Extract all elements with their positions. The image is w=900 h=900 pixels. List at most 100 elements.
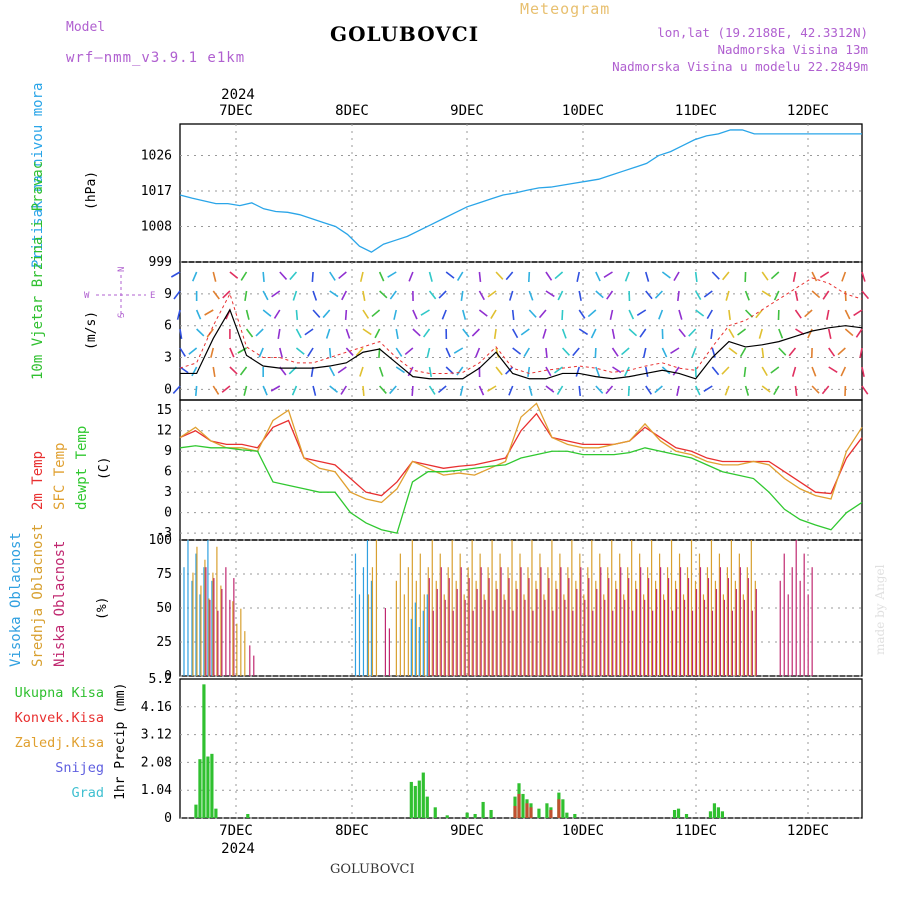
wind-arrow: [721, 366, 730, 375]
wind-arrow: [505, 271, 514, 281]
y-tick-label: 9: [164, 444, 172, 459]
wind-arrow: [512, 347, 522, 355]
wind-arrow: [474, 347, 481, 358]
wind-arrow: [471, 328, 480, 337]
precip-bar-total: [433, 807, 437, 818]
wind-arrow: [312, 290, 318, 301]
temp-label-sfc: SFC Temp: [52, 443, 68, 510]
wind-arrow: [770, 366, 780, 374]
wind-arrow: [661, 271, 671, 279]
wind-arrow: [728, 328, 735, 339]
wind-arrow: [329, 290, 339, 298]
wind-arrow: [804, 309, 813, 318]
wind-arrow: [262, 290, 269, 301]
temp-label-2m: 2m Temp: [30, 451, 46, 510]
wind-arrow: [362, 290, 366, 301]
wind-arrow: [291, 385, 298, 396]
y-tick-label: 1008: [141, 220, 172, 235]
wind-arrow: [311, 271, 314, 283]
wind-arrow: [173, 290, 181, 300]
wind-ylabel: 10m Vjetar Brzina i Pravac: [30, 161, 46, 380]
top-day-label: 11DEC: [675, 103, 717, 119]
top-day-label: 12DEC: [787, 103, 829, 119]
model-name: wrf—nmm_v3.9.1 e1km: [66, 50, 246, 66]
wind-arrow: [441, 309, 447, 320]
wind-arrow: [355, 347, 364, 357]
wind-arrow: [807, 328, 813, 339]
wind-arrow: [478, 290, 485, 301]
wind-arrow: [811, 385, 820, 394]
wind-arrow: [703, 385, 713, 392]
y-tick-label: 1.04: [141, 783, 172, 798]
wind-arrow: [821, 385, 830, 395]
bottom-day-label: 9DEC: [450, 823, 484, 839]
wind-arrow: [528, 385, 533, 396]
y-tick-label: 75: [156, 567, 172, 582]
precip-bar-total: [561, 799, 565, 818]
wind-arrow: [243, 385, 248, 396]
wind-arrow: [237, 347, 247, 354]
wind-arrow: [794, 290, 799, 301]
wind-arrow: [561, 328, 567, 339]
wind-arrow: [703, 290, 713, 298]
wind-arrow: [575, 366, 580, 377]
wind-arrow: [778, 347, 787, 356]
wind-arrow: [490, 309, 497, 319]
wind-arrow: [295, 347, 305, 355]
wind-arrow: [487, 290, 497, 298]
pressure-line: [179, 129, 862, 253]
wind-arrow: [341, 290, 348, 301]
y-tick-label: 25: [156, 635, 172, 650]
precip-bar-total: [246, 813, 250, 818]
precip-bar-total: [489, 809, 493, 818]
wind-arrow: [362, 328, 372, 336]
wind-arrow: [578, 290, 582, 301]
precip-bar-total: [545, 803, 549, 818]
wind-arrow: [229, 347, 235, 358]
precip-bar-total: [521, 793, 525, 818]
wind-arrow: [511, 309, 515, 321]
precip-bar-total: [720, 811, 725, 818]
precip-bar-total: [573, 813, 577, 818]
wind-arrow: [437, 385, 447, 394]
elevation-label: Nadmorska Visina 13m: [717, 42, 868, 57]
y-tick-label: 12: [156, 424, 172, 439]
precip-bar-total: [712, 803, 717, 818]
wind-arrow: [578, 385, 582, 397]
page-title: GOLUBOVCI: [330, 22, 480, 46]
wind-arrow: [595, 271, 601, 282]
wind-arrow: [462, 328, 470, 338]
y-tick-label: 999: [149, 255, 172, 270]
wind-arrow: [307, 347, 314, 357]
wind-arrow: [495, 271, 504, 280]
wind-arrow: [478, 271, 482, 283]
bottom-station-label: GOLUBOVCI: [330, 862, 415, 877]
wind-arrow: [794, 385, 798, 397]
precip-bar-total: [465, 812, 469, 818]
wind-speed-line: [180, 308, 863, 380]
wind-arrow: [445, 271, 455, 279]
wind-arrow: [661, 347, 668, 358]
temp-units: (C): [97, 457, 112, 480]
wind-arrow: [677, 290, 680, 302]
wind-arrow: [270, 385, 281, 392]
cloud-label-high: Visoka Oblacnost: [8, 532, 24, 667]
wind-arrow: [556, 385, 564, 395]
meteogram-label: Meteogram: [520, 0, 611, 18]
precip-bar-total: [417, 780, 421, 818]
y-tick-label: 1026: [141, 149, 172, 164]
wind-arrow: [711, 366, 720, 376]
y-tick-label: 0: [164, 669, 172, 684]
wind-arrow: [527, 366, 531, 378]
wind-arrow: [371, 309, 381, 318]
wind-arrow: [861, 366, 865, 377]
wind-arrow: [778, 328, 784, 339]
wind-arrow: [624, 271, 630, 282]
precip-bar-total: [198, 759, 202, 818]
wind-arrow: [304, 328, 314, 336]
wind-arrow: [196, 328, 205, 337]
compass-e: E: [150, 291, 155, 301]
wind-arrow: [595, 290, 604, 299]
precip-bar-total: [194, 804, 198, 818]
